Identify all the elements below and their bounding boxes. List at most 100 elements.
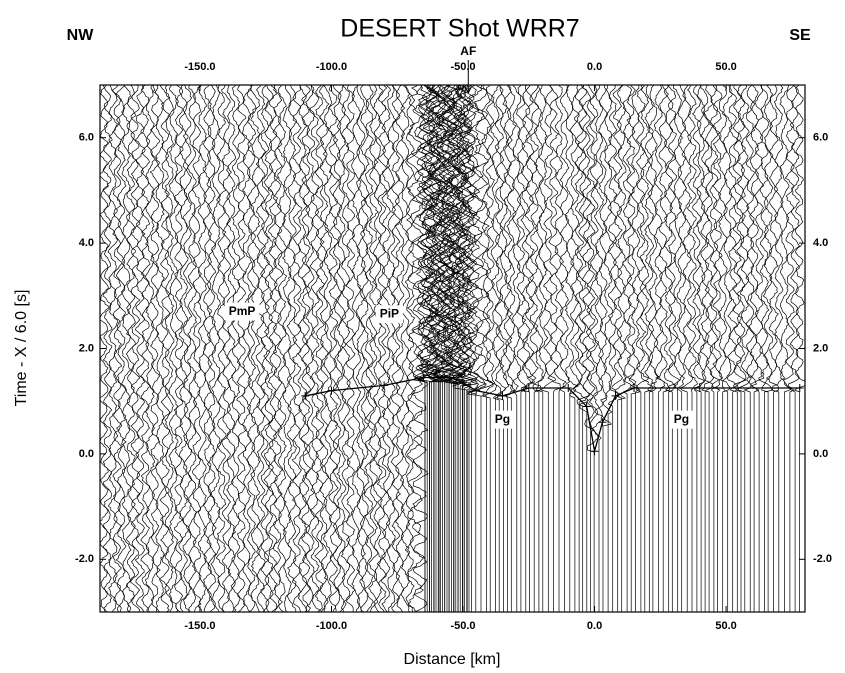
seismic-trace xyxy=(663,85,677,612)
pick-marker xyxy=(459,378,468,387)
seismic-trace xyxy=(536,85,549,612)
pick-marker xyxy=(419,373,428,382)
seismic-trace xyxy=(420,85,443,612)
seismic-trace xyxy=(726,85,739,612)
seismic-trace xyxy=(144,85,156,612)
seismic-trace xyxy=(226,85,237,612)
y-tick-label: 4.0 xyxy=(813,237,828,249)
seismic-trace xyxy=(467,85,495,612)
seismic-trace xyxy=(502,85,516,612)
seismic-trace xyxy=(414,85,439,612)
seismic-trace xyxy=(607,85,619,612)
seismic-trace xyxy=(779,85,793,612)
seismic-trace xyxy=(318,85,330,612)
seismic-trace xyxy=(492,85,507,612)
seismic-trace xyxy=(355,85,366,612)
x-tick-label: -50.0 xyxy=(450,620,475,632)
seismic-trace xyxy=(732,85,747,612)
seismic-trace xyxy=(639,85,654,612)
seismic-trace xyxy=(129,85,141,612)
seismic-trace xyxy=(442,85,468,612)
seismic-trace xyxy=(721,85,733,612)
seismic-trace xyxy=(481,85,494,612)
seismic-trace xyxy=(425,85,452,612)
seismic-trace xyxy=(691,85,705,612)
seismic-trace xyxy=(765,85,780,612)
seismic-trace xyxy=(291,85,303,612)
annotation: PiP xyxy=(380,306,399,320)
pick-marker xyxy=(498,391,507,400)
seismic-trace xyxy=(332,85,343,612)
seismic-trace xyxy=(255,85,267,612)
x-tick-label: -100.0 xyxy=(316,620,347,632)
seismic-trace xyxy=(586,85,600,612)
seismic-trace xyxy=(453,85,477,612)
seismic-trace xyxy=(351,85,362,612)
seismic-trace xyxy=(594,85,613,612)
seismic-trace xyxy=(653,85,666,612)
pick-marker xyxy=(795,384,804,393)
seismic-trace xyxy=(489,85,501,612)
seismic-trace xyxy=(140,85,151,612)
seismic-trace xyxy=(787,85,801,612)
seismic-trace xyxy=(399,85,411,612)
seismic-trace xyxy=(415,85,439,612)
seismic-trace xyxy=(425,85,449,612)
seismic-trace xyxy=(282,85,293,612)
seismic-trace xyxy=(410,85,430,612)
seismic-trace xyxy=(503,85,519,612)
annotation-bg xyxy=(224,302,260,321)
seismic-trace xyxy=(782,85,795,612)
y-tick-label: -2.0 xyxy=(75,553,94,565)
seismic-trace xyxy=(622,85,637,612)
seismic-trace xyxy=(444,85,472,612)
corner-label: SE xyxy=(789,27,811,44)
seismic-trace xyxy=(466,85,486,612)
pick-marker xyxy=(564,384,573,393)
seismic-trace xyxy=(394,85,406,612)
annotation-bg xyxy=(669,410,694,429)
y-tick-label: -2.0 xyxy=(813,553,832,565)
seismic-trace xyxy=(614,85,627,612)
pick-marker xyxy=(630,384,639,393)
seismic-trace xyxy=(532,85,545,612)
pick-marker xyxy=(472,386,481,395)
seismic-trace xyxy=(647,85,659,612)
pick-marker xyxy=(524,384,533,393)
seismic-trace xyxy=(368,85,379,612)
y-axis-label: Time - X / 6.0 [s] xyxy=(13,290,30,407)
seismic-trace xyxy=(304,85,316,612)
seismic-trace xyxy=(215,85,227,612)
seismic-trace xyxy=(197,85,208,612)
x-tick-label: -150.0 xyxy=(184,620,215,632)
seismic-trace xyxy=(263,85,275,612)
seismic-trace xyxy=(359,85,371,612)
seismic-trace xyxy=(579,85,594,612)
seismic-trace xyxy=(221,85,232,612)
seismic-trace xyxy=(635,85,650,612)
seismic-trace xyxy=(520,85,534,612)
x-tick-label: -150.0 xyxy=(184,61,215,73)
seismic-trace xyxy=(729,85,747,612)
seismic-trace xyxy=(154,85,166,612)
seismic-trace xyxy=(600,85,614,612)
seismic-trace xyxy=(173,85,184,612)
seismic-trace xyxy=(433,85,457,612)
seismic-trace xyxy=(260,85,271,612)
annotation-bg xyxy=(375,305,404,324)
seismic-trace xyxy=(711,85,724,612)
seismic-trace xyxy=(102,85,113,612)
seismic-trace xyxy=(406,85,425,612)
pick-marker xyxy=(327,386,336,395)
seismic-trace xyxy=(673,85,687,612)
seismic-trace xyxy=(107,85,119,612)
pick-marker xyxy=(582,402,591,411)
seismic-trace xyxy=(547,85,561,612)
seismic-trace xyxy=(540,85,557,612)
seismic-trace xyxy=(230,85,241,612)
seismic-trace xyxy=(327,85,339,612)
seismic-trace xyxy=(758,85,774,612)
seismic-trace xyxy=(717,85,732,612)
y-tick-label: 0.0 xyxy=(79,448,94,460)
seismic-trace xyxy=(241,85,253,612)
